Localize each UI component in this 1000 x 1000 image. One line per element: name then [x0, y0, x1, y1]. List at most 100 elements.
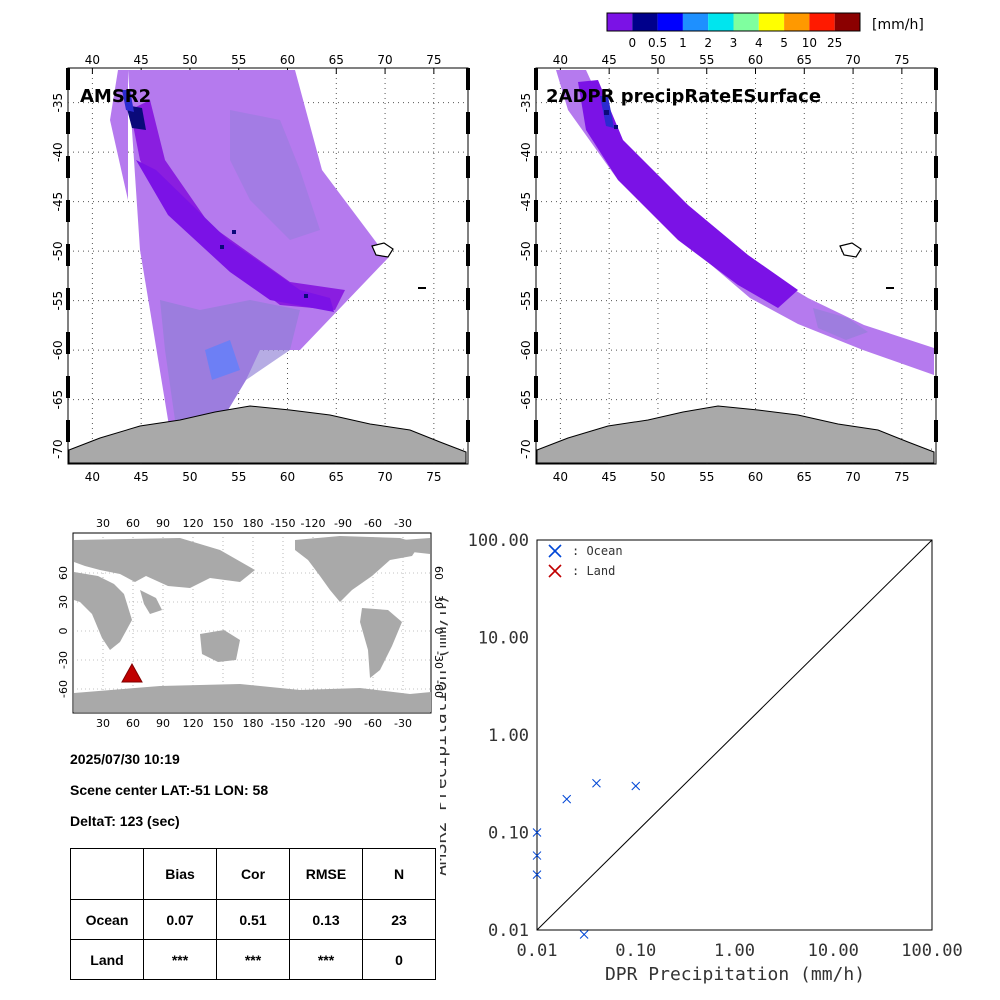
lat-tick-label: -45	[51, 192, 65, 212]
colorbar-tick-label: 4	[755, 36, 763, 50]
y-tick-label: 1.00	[488, 726, 529, 746]
marker-stroke	[532, 828, 542, 837]
one-to-one-line	[536, 539, 933, 931]
rmse-value: ***	[289, 939, 363, 980]
x-tick-label: 1.00	[714, 941, 755, 961]
colorbar-swatches	[607, 13, 860, 31]
lon-tick-label: 45	[602, 53, 617, 67]
lat-tick-label: -30	[57, 651, 70, 669]
lon-tick-label: 75	[894, 470, 909, 484]
lat-tick-label: 30	[57, 595, 70, 609]
scene-datetime: 2025/07/30 10:19	[70, 751, 180, 767]
lat-tick-label: -60	[937, 340, 938, 360]
lon-tick-label: 90	[156, 717, 170, 730]
lat-tick-label: -60	[469, 340, 470, 360]
stats-header-cor: Cor	[216, 848, 290, 900]
lon-tick-label: 30	[96, 517, 110, 530]
amsr2-map-panel: AMSR2 40 40 45 45 50 50 55 55 60 60 65 65 70 70 75 75 -…	[51, 53, 470, 484]
lon-tick-label: 60	[126, 517, 140, 530]
y-tick-label: 10.00	[478, 629, 529, 649]
lon-tick-label: 75	[426, 53, 441, 67]
scene-info: 2025/07/30 10:19 Scene center LAT:-51 LO…	[70, 748, 470, 841]
colorbar: 0 0.5 1 2 3 4 5 10 25 [mm/h]	[606, 12, 924, 50]
n-value: 0	[362, 939, 436, 980]
x-tick-label: 100.00	[901, 941, 962, 961]
lat-tick-label: -35	[469, 93, 470, 113]
lat-tick-label: -55	[937, 291, 938, 311]
world-lat-tick-labels-left: 60 30 0 -30 -60	[57, 566, 70, 698]
scatter-point-ocean	[532, 870, 542, 879]
bias-value: 0.07	[143, 899, 217, 940]
lat-tick-label: -40	[469, 142, 470, 162]
lat-tick-label: -40	[937, 142, 938, 162]
lat-tick-label: -50	[937, 241, 938, 261]
lat-tick-label: -60	[51, 340, 65, 360]
lat-tick-label: 60	[432, 566, 445, 580]
lon-tick-label: 55	[699, 470, 714, 484]
lon-tick-label: -60	[364, 717, 382, 730]
lon-tick-label: 120	[183, 517, 204, 530]
lat-tick-label: -70	[469, 439, 470, 459]
dpr-swath	[556, 70, 934, 375]
colorbar-unit: [mm/h]	[872, 17, 924, 33]
map-title: 2ADPR precipRateESurface	[546, 86, 821, 107]
lon-tick-label: 120	[183, 717, 204, 730]
lat-tick-label: -45	[937, 192, 938, 212]
marker-stroke	[592, 778, 601, 788]
lon-tick-label: 50	[182, 53, 197, 67]
lon-tick-label: 65	[797, 53, 812, 67]
lon-tick-label: 70	[377, 53, 392, 67]
lat-tick-label: -35	[51, 93, 65, 113]
lon-tick-label: -30	[394, 517, 412, 530]
lon-tick-label: 70	[845, 53, 860, 67]
scatter-point-ocean	[592, 778, 601, 788]
stats-row-ocean: Ocean 0.07 0.51 0.13 23	[70, 899, 436, 940]
lon-tick-label: 60	[280, 470, 295, 484]
lat-tick-label: 60	[57, 566, 70, 580]
legend-label: : Land	[572, 564, 615, 578]
colorbar-swatch	[632, 13, 658, 31]
lon-tick-label: 150	[213, 517, 234, 530]
stats-header-bias: Bias	[143, 848, 217, 900]
colorbar-frame	[606, 12, 861, 32]
lat-tick-label: -50	[519, 241, 533, 261]
lat-tick-label: -55	[519, 291, 533, 311]
world-lat-tick-labels-right: 60 30 0 -30 -60	[432, 566, 445, 698]
scene-location-marker	[121, 662, 143, 683]
colorbar-swatch	[834, 13, 860, 31]
lon-tick-label: -120	[301, 517, 326, 530]
lon-tick-label: 60	[126, 717, 140, 730]
lon-tick-label: 70	[377, 470, 392, 484]
lat-tick-label: -65	[51, 390, 65, 410]
y-tick-label: 100.00	[468, 531, 529, 551]
cor-value: 0.51	[216, 899, 290, 940]
x-tick-label: 10.00	[808, 941, 859, 961]
colorbar-swatch	[682, 13, 709, 31]
lon-tick-label: 65	[797, 470, 812, 484]
legend-marker	[548, 564, 562, 578]
scene-center: Scene center LAT:-51 LON: 58	[70, 782, 269, 798]
lat-tick-label: -70	[51, 439, 65, 459]
scatter-point-ocean	[631, 781, 641, 791]
colorbar-tick-label: 2	[704, 36, 712, 50]
colorbar-tick-label: 3	[730, 36, 738, 50]
lon-tick-label: 55	[231, 53, 246, 67]
lon-tick-label: 40	[553, 53, 568, 67]
colorbar-tick-label: 0.5	[648, 36, 667, 50]
stats-header-row: Bias Cor RMSE N	[70, 848, 436, 900]
stats-header-blank	[70, 848, 144, 900]
lat-tick-label: 0	[432, 628, 445, 635]
colorbar-tick-label: 25	[827, 36, 842, 50]
lon-tick-label: -60	[364, 517, 382, 530]
colorbar-swatch	[607, 13, 633, 31]
lon-tick-labels: 40 40 45 45 50 50 55 55 60 60 65 65 70 70 75 75	[553, 53, 910, 484]
lon-tick-label: 65	[329, 53, 344, 67]
lon-tick-label: 65	[329, 470, 344, 484]
scatter-point-ocean	[532, 851, 542, 860]
x-axis-label: DPR Precipitation (mm/h)	[605, 964, 865, 985]
lat-tick-label: -55	[469, 291, 470, 311]
stats-row-land: Land *** *** *** 0	[70, 939, 436, 980]
lat-tick-label: -70	[519, 439, 533, 459]
y-tick-label: 0.10	[488, 824, 529, 844]
n-value: 23	[362, 899, 436, 940]
